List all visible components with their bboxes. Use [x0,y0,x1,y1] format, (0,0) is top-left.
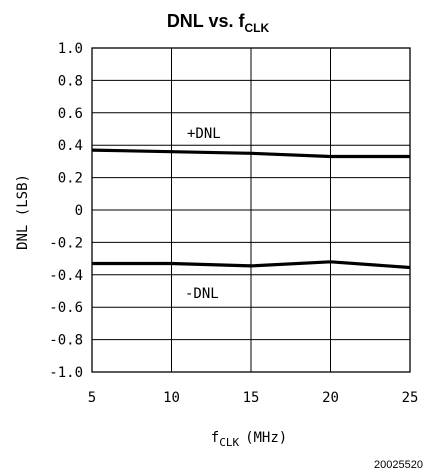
y-tick-label: -0.4 [49,268,83,284]
chart-title: DNL vs. fCLK [167,11,270,35]
x-tick-label: 15 [243,390,260,406]
x-tick-label: 10 [163,390,180,406]
y-tick-label: 0.8 [58,73,83,89]
x-axis-label-unit: (MHz) [245,430,287,446]
y-tick-label: 1.0 [58,41,83,57]
y-tick-label: -0.6 [49,300,83,316]
x-axis-label-main: f [211,430,219,446]
x-axis-label: fCLK (MHz) [211,430,287,449]
y-tick-label: 0.2 [58,171,83,187]
y-tick-label: 0 [75,203,83,219]
chart-title-main: DNL vs. f [167,11,246,31]
series-line-minus-dnl [92,260,411,270]
tick-labels: 1.0 0.8 0.6 0.4 0.2 0 -0.2 -0.4 -0.6 -0.8 -1.0 5 10 1… [49,41,418,406]
y-axis-label: DNL (LSB) [15,174,31,250]
y-tick-label: 0.6 [58,106,83,122]
series-label-minus-dnl: -DNL [185,286,219,302]
series-lines [91,148,411,270]
chart-title-subscript: CLK [245,21,270,35]
y-tick-label: 0.4 [58,138,83,154]
figure-id: 20025520 [374,459,423,471]
series-line-plus-dnl [91,148,410,159]
x-tick-label: 5 [88,390,96,406]
plot-frame [91,47,411,373]
grid [91,47,411,373]
series-label-plus-dnl: +DNL [187,126,221,142]
x-tick-label: 25 [402,390,419,406]
y-tick-label: -0.2 [49,235,83,251]
y-tick-label: -0.8 [49,333,83,349]
y-tick-label: -1.0 [49,365,83,381]
x-axis-label-subscript: CLK [219,436,239,449]
x-tick-label: 20 [322,390,339,406]
